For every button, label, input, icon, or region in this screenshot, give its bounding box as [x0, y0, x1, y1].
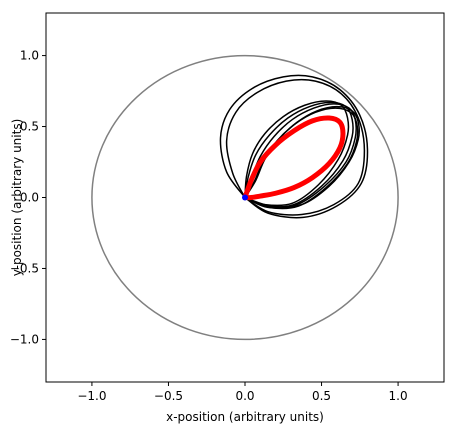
x-tick-label: 0.5 [312, 389, 331, 403]
orbit-loop-1 [219, 74, 369, 219]
y-tick-label: 0.5 [20, 120, 39, 134]
orbit-loop-6 [244, 100, 350, 207]
y-tick-label: −0.5 [10, 261, 39, 275]
red-orbit-series [242, 115, 346, 201]
origin-point [242, 194, 248, 201]
y-tick-label: −1.0 [10, 332, 39, 346]
x-tick-label: −0.5 [154, 389, 183, 403]
plot-area [91, 54, 399, 341]
x-axis-ticks: −1.0 −0.5 0.0 0.5 1.0 [77, 382, 408, 403]
orbit-loop-2 [225, 78, 366, 216]
unit-circle-series [91, 54, 399, 341]
y-axis-label: y-position (arbitrary units) [10, 119, 24, 277]
x-tick-label: −1.0 [77, 389, 106, 403]
x-tick-label: 1.0 [389, 389, 408, 403]
y-tick-label: 1.0 [20, 49, 39, 63]
y-tick-label: 0.0 [20, 191, 39, 205]
orbit-loop-4 [244, 103, 357, 209]
x-axis-label: x-position (arbitrary units) [166, 410, 324, 424]
x-tick-label: 0.0 [235, 389, 254, 403]
y-axis-ticks: −1.0 −0.5 0.0 0.5 1.0 [10, 49, 46, 346]
